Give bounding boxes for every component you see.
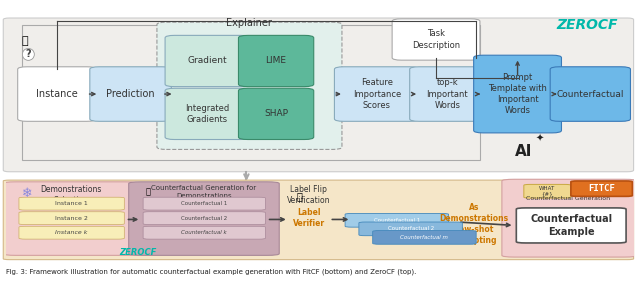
Text: AI: AI — [515, 144, 532, 158]
FancyBboxPatch shape — [129, 182, 279, 255]
FancyBboxPatch shape — [143, 197, 266, 210]
Text: top-k
Important
Words: top-k Important Words — [426, 78, 468, 110]
Text: Counterfactual m: Counterfactual m — [401, 235, 449, 240]
Text: LIME: LIME — [266, 56, 287, 66]
Text: Fig. 3: Framework illustration for automatic counterfactual example generation w: Fig. 3: Framework illustration for autom… — [6, 269, 417, 275]
Text: SHAP: SHAP — [264, 109, 288, 118]
Text: Counterfactual
Example: Counterfactual Example — [530, 214, 612, 237]
FancyBboxPatch shape — [474, 55, 561, 133]
Text: Few-shot
Prompting: Few-shot Prompting — [451, 225, 497, 245]
Text: Counterfactual 2: Counterfactual 2 — [387, 226, 434, 231]
Text: Instance k: Instance k — [56, 230, 88, 235]
Text: 📄: 📄 — [22, 36, 29, 46]
FancyBboxPatch shape — [165, 88, 250, 140]
Text: Prediction: Prediction — [106, 89, 155, 99]
Text: Prompt
Template with
Important
Words: Prompt Template with Important Words — [488, 73, 547, 115]
FancyBboxPatch shape — [392, 19, 480, 60]
Text: Explainer: Explainer — [226, 18, 272, 28]
Bar — [22, 25, 480, 160]
FancyBboxPatch shape — [3, 18, 634, 172]
FancyBboxPatch shape — [157, 22, 342, 149]
FancyBboxPatch shape — [19, 226, 124, 239]
FancyBboxPatch shape — [335, 67, 419, 121]
FancyBboxPatch shape — [359, 222, 462, 236]
Text: WHAT
{#}: WHAT {#} — [539, 186, 555, 196]
FancyBboxPatch shape — [550, 67, 630, 121]
FancyBboxPatch shape — [18, 67, 96, 121]
Text: Gradient: Gradient — [188, 56, 227, 66]
FancyBboxPatch shape — [410, 67, 485, 121]
Text: As
Demonstrations: As Demonstrations — [439, 203, 508, 223]
Text: Counterfactual Generation for
Demonstrations: Counterfactual Generation for Demonstrat… — [152, 185, 257, 199]
Text: ZEROCF: ZEROCF — [120, 248, 157, 257]
Text: Counterfactual: Counterfactual — [557, 89, 624, 99]
FancyBboxPatch shape — [345, 213, 449, 227]
FancyBboxPatch shape — [524, 184, 571, 198]
Text: Counterfactual 2: Counterfactual 2 — [181, 216, 227, 221]
Text: Integrated
Gradients: Integrated Gradients — [186, 104, 230, 124]
Text: 🖥: 🖥 — [146, 187, 150, 196]
Text: Feature
Importance
Scores: Feature Importance Scores — [353, 78, 401, 110]
Text: Demonstrations
Selection: Demonstrations Selection — [40, 185, 102, 205]
Text: Instance: Instance — [36, 89, 78, 99]
Text: ?: ? — [26, 49, 31, 59]
FancyBboxPatch shape — [3, 182, 138, 255]
Text: Counterfactual Generation: Counterfactual Generation — [525, 196, 610, 201]
FancyBboxPatch shape — [239, 88, 314, 140]
Text: ZEROCF: ZEROCF — [556, 18, 618, 32]
Text: ✦: ✦ — [536, 134, 543, 144]
Text: Counterfactual 1: Counterfactual 1 — [374, 218, 420, 223]
Text: Task
Description: Task Description — [412, 29, 460, 50]
FancyBboxPatch shape — [90, 67, 172, 121]
Text: 📋: 📋 — [296, 191, 302, 201]
FancyBboxPatch shape — [239, 35, 314, 87]
FancyBboxPatch shape — [372, 231, 476, 244]
Text: FITCF: FITCF — [588, 184, 615, 193]
Text: Instance 1: Instance 1 — [55, 201, 88, 206]
FancyBboxPatch shape — [571, 181, 632, 196]
Text: ❄: ❄ — [22, 187, 33, 200]
Text: Counterfactual 1: Counterfactual 1 — [181, 201, 227, 206]
FancyBboxPatch shape — [143, 212, 266, 225]
FancyBboxPatch shape — [19, 212, 124, 225]
FancyBboxPatch shape — [3, 180, 634, 260]
FancyBboxPatch shape — [143, 226, 266, 239]
FancyBboxPatch shape — [165, 35, 250, 87]
Text: Counterfactual k: Counterfactual k — [181, 230, 227, 235]
FancyBboxPatch shape — [516, 208, 626, 243]
Text: Label Flip
Verification: Label Flip Verification — [287, 185, 330, 205]
FancyBboxPatch shape — [19, 197, 124, 210]
Text: Label
Verifier: Label Verifier — [292, 208, 324, 228]
FancyBboxPatch shape — [502, 179, 637, 257]
Text: Instance 2: Instance 2 — [55, 216, 88, 221]
